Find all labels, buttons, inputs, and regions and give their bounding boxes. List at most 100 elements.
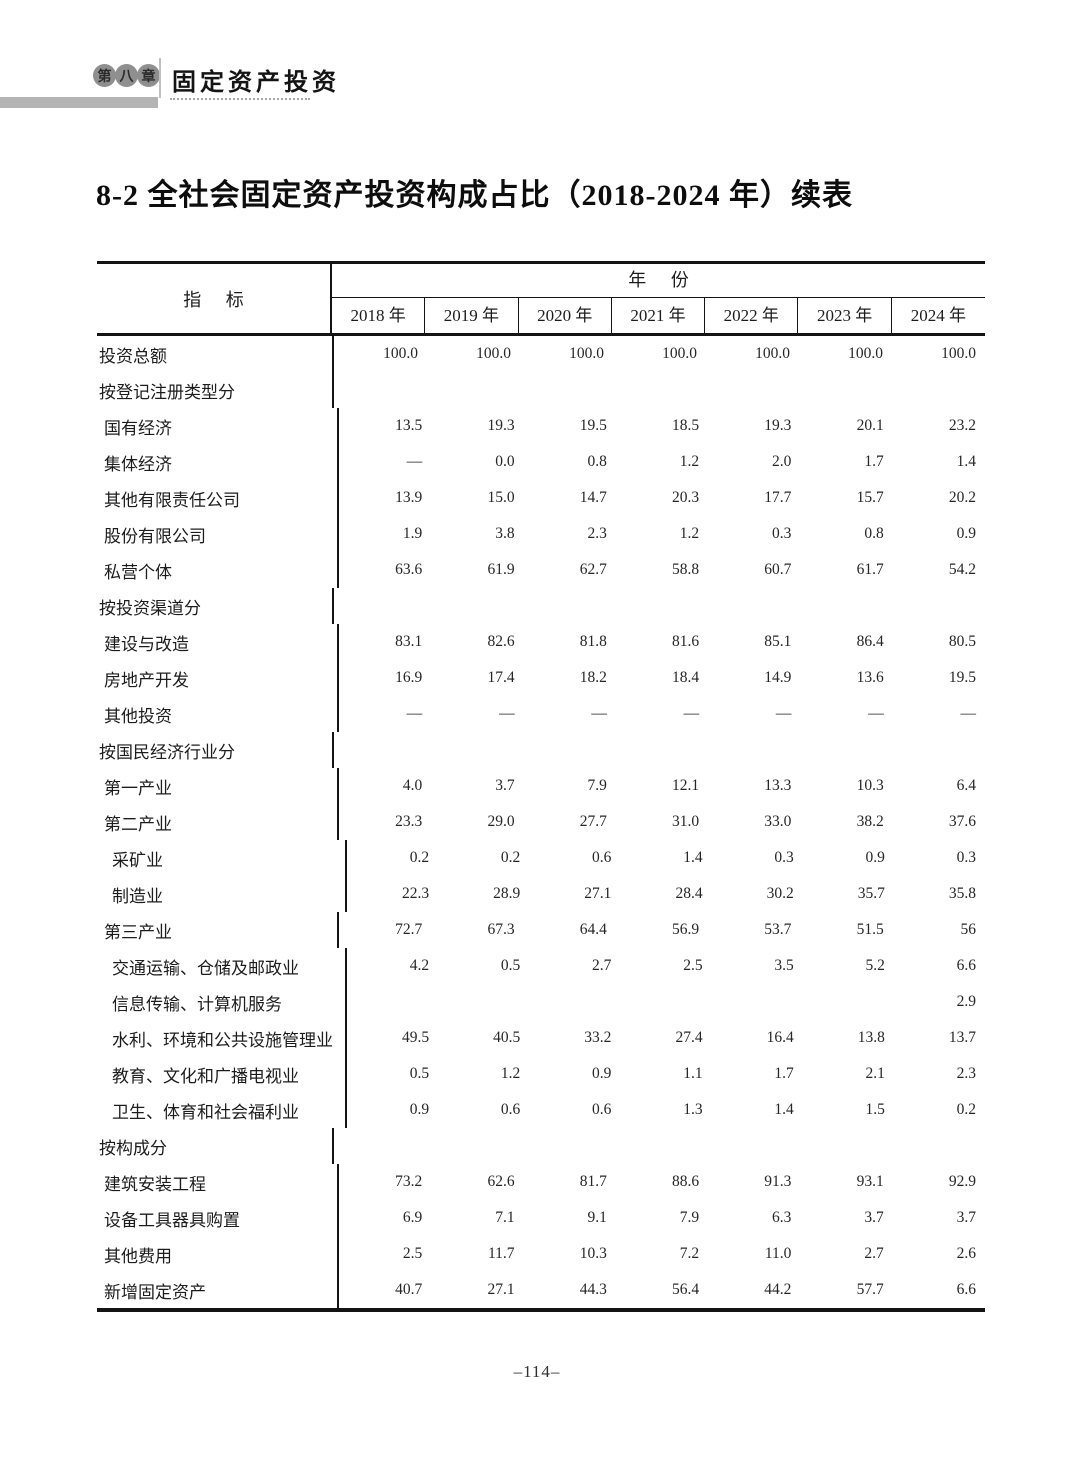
table-row: 国有经济 13.5 19.3 19.5 18.5 19.3 20.1 23.2 (97, 408, 985, 444)
row-value (613, 732, 706, 768)
row-value: 81.8 (579, 633, 607, 650)
row-value: 27.7 (579, 813, 607, 830)
row-value: 3.5 (774, 957, 794, 974)
row-value: 3.7 (495, 777, 515, 794)
row-value: 23.2 (948, 417, 976, 434)
row-label: 国有经济 (97, 408, 339, 444)
row-value: 40.5 (493, 1029, 521, 1046)
row-value: — (868, 705, 884, 722)
row-value: 2.7 (592, 957, 612, 974)
row-value: 19.3 (764, 417, 792, 434)
row-value: 12.1 (672, 777, 700, 794)
row-value: 56.9 (672, 921, 700, 938)
chapter-header: 第八章 固定资产投资 (0, 58, 1074, 118)
row-value: 7.1 (495, 1209, 515, 1226)
row-value: 30.2 (766, 885, 794, 902)
year-group: 年 份 2018 年 2019 年 2020 年 2021 年 2022 年 2023 年… (332, 264, 985, 333)
row-value: 57.7 (856, 1281, 884, 1298)
row-value: 0.6 (500, 1101, 521, 1118)
row-label: 建筑安装工程 (97, 1164, 339, 1200)
table-row: 其他费用 2.5 11.7 10.3 7.2 11.0 2.7 2.6 (97, 1236, 985, 1272)
table-row: 设备工具器具购置 6.9 7.1 9.1 7.9 6.3 3.7 3.7 (97, 1200, 985, 1236)
row-label: 信息传输、计算机服务 (97, 984, 347, 1020)
row-value: 0.2 (500, 849, 521, 866)
row-value: 73.2 (395, 1173, 423, 1190)
row-value: — (683, 705, 700, 722)
row-value (613, 588, 706, 624)
row-value: 2.1 (865, 1065, 885, 1082)
table-row: 建筑安装工程 73.2 62.6 81.7 88.6 91.3 93.1 92.9 (97, 1164, 985, 1200)
row-value (892, 1128, 985, 1164)
row-value: 6.6 (956, 1281, 976, 1298)
row-value: 1.2 (679, 525, 700, 542)
row-value (706, 732, 799, 768)
table-row: 卫生、体育和社会福利业 0.9 0.6 0.6 1.3 1.4 1.5 0.2 (97, 1092, 985, 1128)
row-value (892, 732, 985, 768)
table-row: 第三产业 72.7 67.3 64.4 56.9 53.7 51.5 56 (97, 912, 985, 948)
row-label: 教育、文化和广播电视业 (97, 1056, 347, 1092)
row-value: 35.7 (857, 885, 885, 902)
row-value: 83.1 (395, 633, 423, 650)
chapter-header-divider (159, 58, 161, 98)
table-row: 第一产业 4.0 3.7 7.9 12.1 13.3 10.3 6.4 (97, 768, 985, 804)
row-value (334, 372, 427, 408)
row-value: 0.5 (500, 957, 521, 974)
indicator-column-header: 指 标 (97, 264, 332, 333)
row-value (706, 588, 799, 624)
table-row: 其他投资 — — — — — — — (97, 696, 985, 732)
row-value (520, 372, 613, 408)
row-value: 38.2 (856, 813, 884, 830)
row-value: — (406, 453, 423, 470)
row-value: 86.4 (856, 633, 884, 650)
row-value: 81.6 (672, 633, 700, 650)
row-label: 第二产业 (97, 804, 339, 840)
row-value: 11.7 (488, 1245, 515, 1262)
row-label: 其他有限责任公司 (97, 480, 339, 516)
row-value (347, 984, 438, 1020)
row-value: 44.3 (579, 1281, 607, 1298)
table-row: 教育、文化和广播电视业 0.5 1.2 0.9 1.1 1.7 2.1 2.3 (97, 1056, 985, 1092)
row-value: — (960, 705, 976, 722)
row-value: 2.0 (772, 453, 792, 470)
row-value (613, 1128, 706, 1164)
row-value: 91.3 (764, 1173, 792, 1190)
row-value: 61.7 (856, 561, 884, 578)
row-value: 15.0 (487, 489, 515, 506)
row-value (427, 588, 520, 624)
row-label: 第三产业 (97, 912, 339, 948)
table-body: 投资总额 100.0 100.0 100.0 100.0 100.0 100.0 100.0 按… (97, 336, 985, 1308)
row-value: 1.3 (683, 1101, 703, 1118)
row-value: 7.2 (679, 1245, 700, 1262)
row-value: 51.5 (856, 921, 884, 938)
table-row: 制造业 22.3 28.9 27.1 28.4 30.2 35.7 35.8 (97, 876, 985, 912)
table-row: 集体经济 — 0.0 0.8 1.2 2.0 1.7 1.4 (97, 444, 985, 480)
row-value: 0.9 (865, 849, 885, 866)
row-value: 0.3 (956, 849, 976, 866)
row-value: 2.6 (956, 1245, 976, 1262)
row-value: 13.7 (948, 1029, 976, 1046)
year-cells: 2018 年 2019 年 2020 年 2021 年 2022 年 2023 年 2024… (332, 298, 985, 333)
row-value (613, 372, 706, 408)
row-value (520, 732, 613, 768)
row-value: 14.9 (764, 669, 792, 686)
row-value: 82.6 (487, 633, 515, 650)
row-value: 0.9 (409, 1101, 430, 1118)
row-value: 20.3 (672, 489, 700, 506)
table-row: 交通运输、仓储及邮政业 4.2 0.5 2.7 2.5 3.5 5.2 6.6 (97, 948, 985, 984)
row-value: 27.4 (675, 1029, 703, 1046)
row-value: 1.2 (500, 1065, 521, 1082)
row-value: 7.9 (679, 1209, 700, 1226)
row-value: 2.9 (956, 993, 976, 1010)
row-value (334, 732, 427, 768)
table-row: 新增固定资产 40.7 27.1 44.3 56.4 44.2 57.7 6.6 (97, 1272, 985, 1308)
page-number: –114– (513, 1362, 561, 1381)
row-value: 3.8 (495, 525, 515, 542)
row-value: 2.3 (956, 1065, 976, 1082)
row-value (799, 732, 892, 768)
table-row: 投资总额 100.0 100.0 100.0 100.0 100.0 100.0 100.0 (97, 336, 985, 372)
row-value: 1.2 (679, 453, 700, 470)
row-value: 13.9 (395, 489, 423, 506)
year-column-header: 2019 年 (425, 298, 519, 333)
row-value: 18.5 (672, 417, 700, 434)
chapter-badge-circle: 章 (137, 64, 160, 87)
